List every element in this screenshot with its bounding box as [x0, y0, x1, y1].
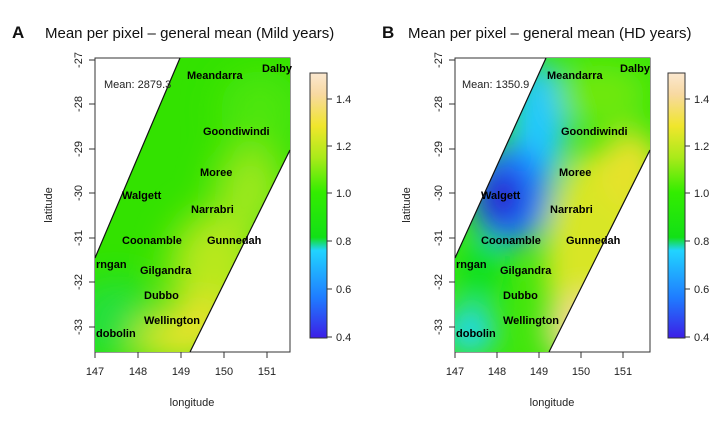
panel-b-x-axis [454, 352, 624, 358]
panel-a-y-axis [89, 59, 95, 328]
town-rngan: rngan [456, 259, 487, 271]
panel-a-colorbar-label: 1.2 [336, 141, 351, 153]
panel-b-xtick: 147 [446, 366, 464, 378]
town-dobolin: dobolin [456, 328, 496, 340]
panel-a-ytick: -29 [73, 141, 85, 157]
town-walgett: Walgett [481, 190, 521, 202]
panel-a-ytick: -30 [73, 185, 85, 201]
town-meandarra: Meandarra [547, 70, 604, 82]
panel-a-xtick: 148 [129, 366, 147, 378]
panel-b-xtick: 148 [488, 366, 506, 378]
town-meandarra: Meandarra [187, 70, 244, 82]
panel-a-xtick: 149 [172, 366, 190, 378]
panel-b-title: Mean per pixel – general mean (HD years) [408, 25, 691, 42]
panel-b-ytick: -33 [433, 319, 445, 335]
panel-b-colorbar-ticks [685, 98, 690, 338]
panel-b-colorbar-label: 0.6 [694, 284, 709, 296]
panel-a-x-axis [94, 352, 268, 358]
town-goondiwindi: Goondiwindi [561, 126, 628, 138]
town-walgett: Walgett [122, 190, 162, 202]
town-moree: Moree [559, 167, 591, 179]
panel-b-y-axis [449, 59, 455, 328]
town-narrabri: Narrabri [191, 204, 234, 216]
panel-a-colorbar-ticks [327, 98, 332, 338]
panel-a-xtick: 147 [86, 366, 104, 378]
town-rngan: rngan [96, 259, 127, 271]
panel-a-colorbar-label: 0.4 [336, 332, 351, 344]
panel-b-colorbar [667, 72, 686, 339]
panel-a-colorbar-label: 0.6 [336, 284, 351, 296]
panel-a-boundary-right [189, 149, 291, 353]
town-gunnedah: Gunnedah [566, 235, 621, 247]
panel-a-mean-label: Mean: 2879.3 [104, 79, 171, 91]
panel-a-ytick: -28 [73, 96, 85, 112]
panel-b-letter: B [382, 23, 394, 42]
panel-a-boundary-left [94, 57, 181, 259]
panel-a-letter: A [12, 23, 24, 42]
panel-a-xtick: 151 [258, 366, 276, 378]
panel-a-ytick: -33 [73, 319, 85, 335]
panel-a-colorbar-label: 0.8 [336, 236, 351, 248]
panel-a: A Mean per pixel – general mean (Mild ye… [12, 23, 351, 409]
town-narrabri: Narrabri [550, 204, 593, 216]
panel-a-xlabel: longitude [170, 397, 215, 409]
panel-a-ytick: -32 [73, 274, 85, 290]
panel-a-ytick: -31 [73, 230, 85, 246]
panel-b-xtick: 149 [530, 366, 548, 378]
panel-b-colorbar-label: 0.4 [694, 332, 709, 344]
panel-b-ytick: -28 [433, 96, 445, 112]
panel-b-colorbar-label: 1.4 [694, 94, 709, 106]
panel-b-ytick: -30 [433, 185, 445, 201]
town-wellington: Wellington [144, 315, 200, 327]
panel-a-colorbar [309, 72, 328, 339]
panel-b-xlabel: longitude [530, 397, 575, 409]
panel-b-colorbar-label: 1.2 [694, 141, 709, 153]
panel-b-ylabel: latitude [401, 187, 413, 222]
panel-a-xtick: 150 [215, 366, 233, 378]
panel-b-xtick: 150 [572, 366, 590, 378]
town-dobolin: dobolin [96, 328, 136, 340]
panel-b-boundary-left [454, 57, 547, 259]
panel-b-mean-label: Mean: 1350.9 [462, 79, 529, 91]
panel-b-ytick: -27 [433, 52, 445, 68]
panel-a-colorbar-label: 1.0 [336, 188, 351, 200]
panel-a-ytick: -27 [73, 52, 85, 68]
town-moree: Moree [200, 167, 232, 179]
town-dalby: Dalby [620, 63, 651, 75]
panel-b-xtick: 151 [614, 366, 632, 378]
panel-a-title: Mean per pixel – general mean (Mild year… [45, 25, 334, 42]
town-gilgandra: Gilgandra [140, 265, 192, 277]
town-coonamble: Coonamble [122, 235, 182, 247]
panel-b-boundary-right [548, 149, 651, 353]
panel-b-colorbar-label: 1.0 [694, 188, 709, 200]
town-dubbo: Dubbo [503, 290, 538, 302]
panel-b: B Mean per pixel – general mean (HD year… [382, 23, 709, 409]
panel-b-colorbar-label: 0.8 [694, 236, 709, 248]
panel-b-ytick: -29 [433, 141, 445, 157]
panel-a-ylabel: latitude [43, 187, 55, 222]
panel-b-ytick: -32 [433, 274, 445, 290]
town-gunnedah: Gunnedah [207, 235, 262, 247]
town-goondiwindi: Goondiwindi [203, 126, 270, 138]
town-wellington: Wellington [503, 315, 559, 327]
town-dubbo: Dubbo [144, 290, 179, 302]
town-dalby: Dalby [262, 63, 293, 75]
panel-b-ytick: -31 [433, 230, 445, 246]
town-gilgandra: Gilgandra [500, 265, 552, 277]
panel-a-colorbar-label: 1.4 [336, 94, 351, 106]
town-coonamble: Coonamble [481, 235, 541, 247]
